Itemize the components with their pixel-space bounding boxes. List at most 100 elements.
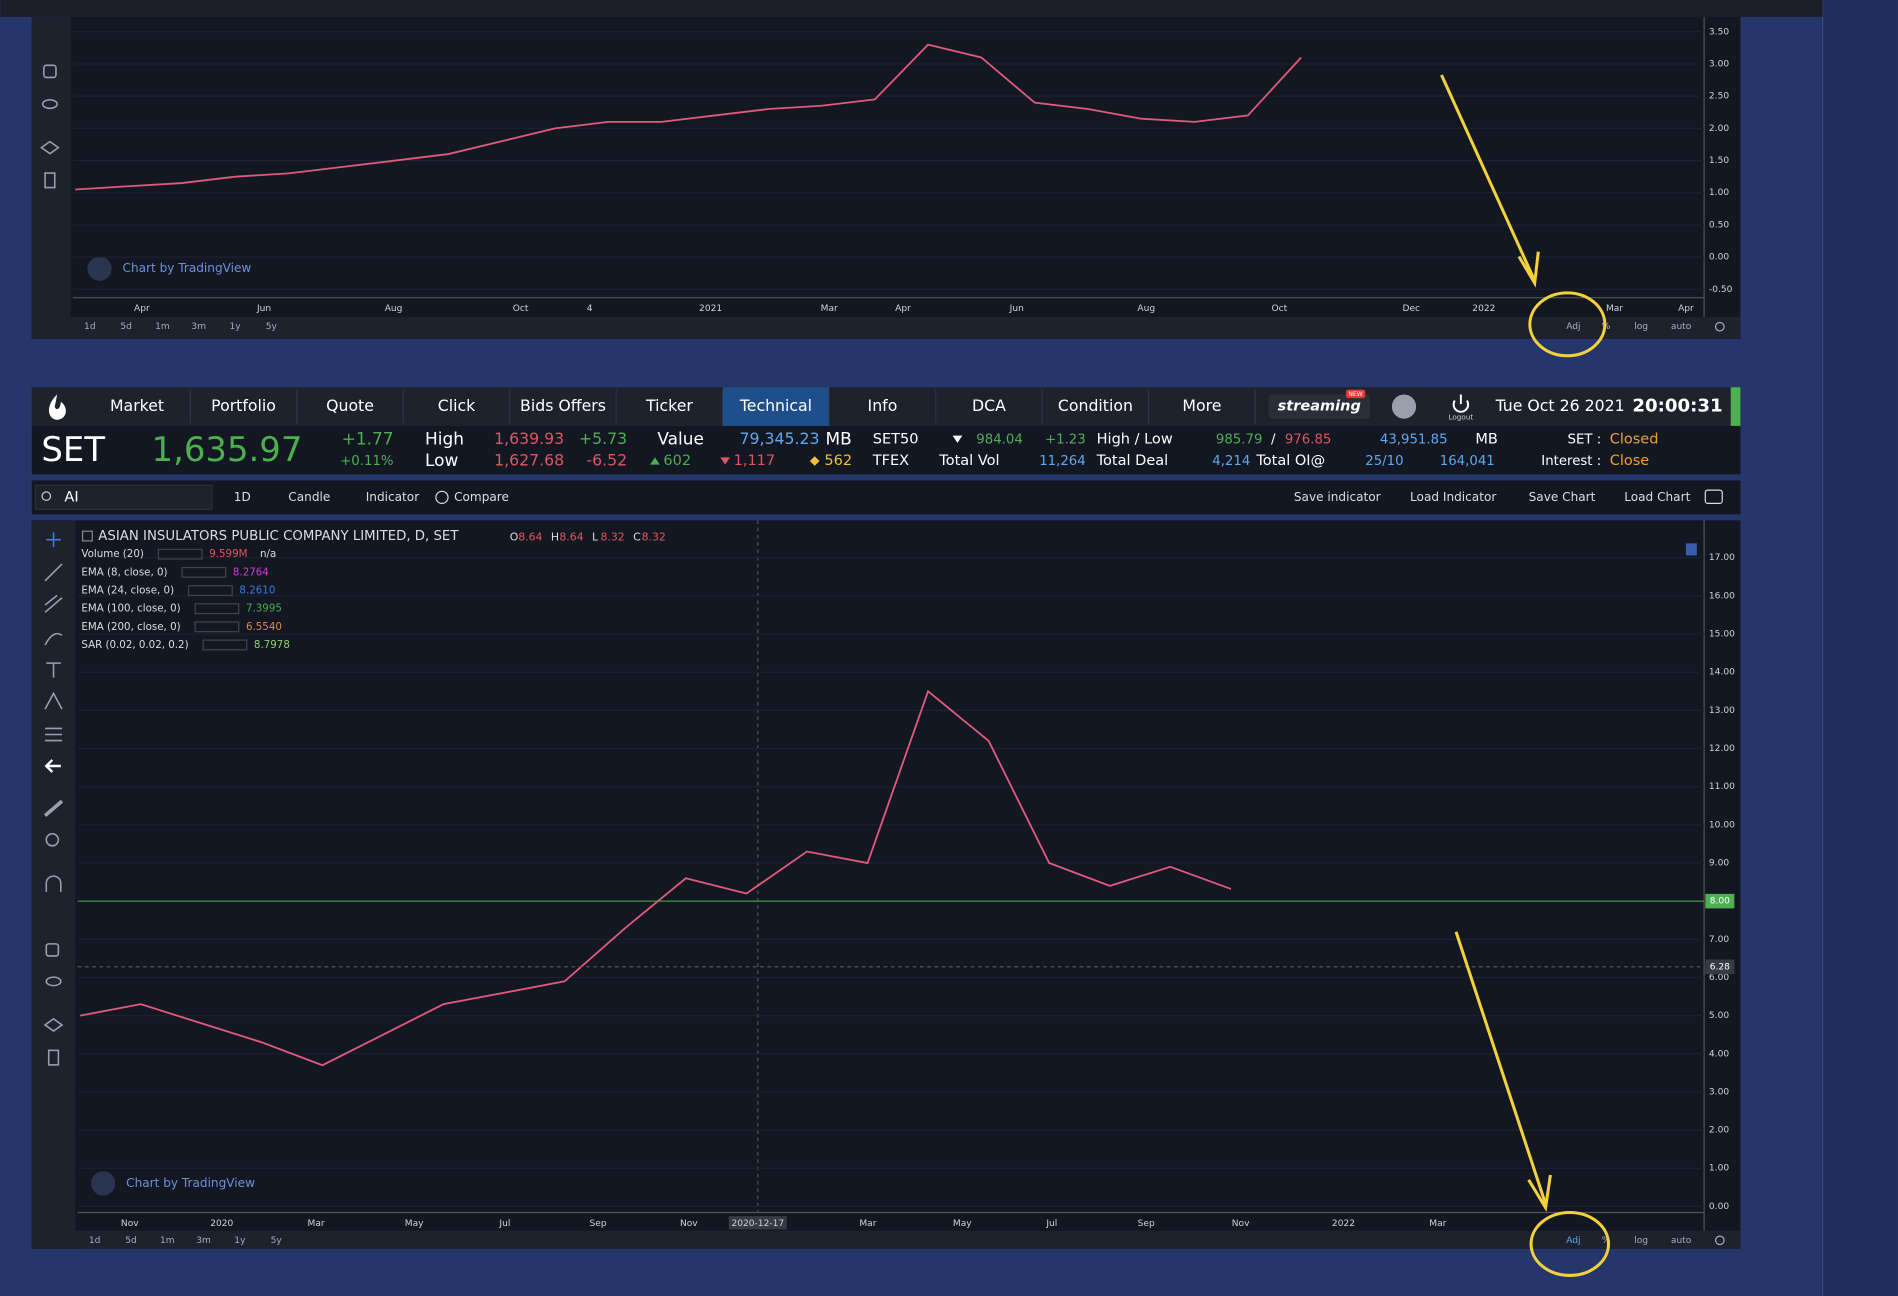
- option-button[interactable]: %: [1602, 322, 1611, 332]
- x-tick-label: Oct: [513, 304, 529, 314]
- label: Total Vol: [938, 453, 999, 469]
- option-button[interactable]: Adj: [1566, 1236, 1580, 1246]
- search-box[interactable]: [34, 484, 213, 511]
- range-button[interactable]: 5y: [271, 1236, 283, 1246]
- range-button[interactable]: 1y: [234, 1236, 246, 1246]
- indicator-controls[interactable]: [157, 548, 203, 560]
- save-indicator-btn[interactable]: Save indicator: [1294, 490, 1381, 504]
- nav-item[interactable]: Quote: [326, 396, 374, 415]
- x-tick-label: Mar: [859, 1219, 876, 1229]
- indicator-controls[interactable]: [188, 585, 233, 596]
- main-tool-icons: [43, 532, 64, 1066]
- icon: [44, 594, 63, 613]
- range-button[interactable]: 1y: [229, 322, 241, 332]
- down-icon: [720, 457, 730, 465]
- nav-item[interactable]: More: [1182, 396, 1221, 415]
- save-chart-btn[interactable]: Save Chart: [1529, 490, 1596, 504]
- nav-bar: [31, 387, 1741, 426]
- nav-item[interactable]: Technical: [739, 396, 812, 415]
- status-bar: [1730, 387, 1741, 426]
- indicator-value: 8.2610: [239, 585, 275, 597]
- dropdown[interactable]: [952, 435, 963, 443]
- tv-logo: [91, 1171, 116, 1196]
- y-tick-label: 2.00: [1709, 124, 1729, 134]
- label: SET50: [873, 431, 919, 447]
- nav-item[interactable]: Bids Offers: [520, 396, 606, 415]
- indicator-controls[interactable]: [181, 566, 227, 578]
- interval[interactable]: 1D: [234, 490, 251, 504]
- range-button[interactable]: 1m: [160, 1236, 175, 1246]
- x-tick-label: Jun: [256, 304, 271, 314]
- set50-value: 43,951.85: [1380, 432, 1448, 447]
- y-tick-label: 1.00: [1709, 188, 1729, 198]
- up-icon: [650, 457, 660, 465]
- x-tick-label: Aug: [1137, 304, 1155, 314]
- y-tick-label: 11.00: [1709, 782, 1735, 792]
- badge-text: NEW: [1348, 391, 1362, 398]
- nav-item[interactable]: Portfolio: [211, 396, 276, 415]
- indicator-controls[interactable]: [194, 603, 240, 615]
- watermark: Chart by TradingView: [126, 1176, 255, 1190]
- option-button[interactable]: %: [1602, 1236, 1611, 1246]
- highlight-circle: [1529, 1210, 1611, 1277]
- icon: [45, 976, 62, 987]
- compare-icon: [435, 490, 449, 504]
- load-indicator-btn[interactable]: Load Indicator: [1410, 490, 1496, 504]
- nav-item[interactable]: Condition: [1058, 396, 1133, 415]
- set50-low: 976.85: [1285, 432, 1332, 447]
- y-tick-label: 6.00: [1709, 973, 1729, 983]
- arrow-head: [1527, 1174, 1552, 1213]
- ohlc-key: C: [633, 530, 641, 543]
- set-status: Closed: [1610, 431, 1659, 447]
- nav-item[interactable]: Market: [110, 396, 164, 415]
- declines: 1,117: [734, 453, 776, 469]
- range-button[interactable]: 1d: [89, 1236, 101, 1246]
- x-tick-label: Sep: [590, 1219, 607, 1229]
- high-change: +5.73: [579, 429, 627, 448]
- collapse-box[interactable]: [81, 530, 93, 542]
- logout-text[interactable]: Logout: [1448, 412, 1473, 421]
- cursor-date-box: [728, 1216, 787, 1230]
- settings-icon[interactable]: [1714, 321, 1725, 332]
- nav-item[interactable]: Info: [868, 396, 898, 415]
- y-tick-label: 0.00: [1709, 253, 1729, 263]
- range-button[interactable]: 1d: [84, 322, 96, 332]
- range-button[interactable]: 5y: [266, 322, 278, 332]
- date: Tue Oct 26 2021: [1495, 396, 1625, 415]
- avatar[interactable]: [1391, 394, 1417, 419]
- range-button[interactable]: 1m: [155, 322, 170, 332]
- indicator-btn[interactable]: Indicator: [366, 490, 419, 504]
- settings-icon[interactable]: [1714, 1235, 1725, 1246]
- candle-btn[interactable]: Candle: [288, 490, 330, 504]
- compare-btn[interactable]: Compare: [454, 490, 509, 504]
- icon: [44, 759, 61, 773]
- change: +1.77: [342, 428, 394, 448]
- clock: 20:00:31: [1632, 396, 1722, 417]
- x-tick-label: Nov: [680, 1219, 698, 1229]
- logout-icon[interactable]: [1452, 394, 1470, 413]
- range-button[interactable]: 5d: [120, 322, 132, 332]
- chart-toolbar: [31, 480, 1741, 515]
- info-icon[interactable]: [1685, 543, 1697, 556]
- option-button[interactable]: log: [1634, 322, 1648, 332]
- range-button[interactable]: 3m: [191, 322, 206, 332]
- top-range-bar: [31, 317, 1741, 339]
- nav-item[interactable]: Ticker: [645, 396, 693, 415]
- range-button[interactable]: 5d: [125, 1236, 137, 1246]
- indicator-controls[interactable]: [194, 621, 240, 633]
- index-name: SET: [41, 430, 105, 469]
- range-button[interactable]: 3m: [196, 1236, 211, 1246]
- search-text[interactable]: AI: [64, 489, 78, 505]
- option-button[interactable]: Adj: [1566, 322, 1580, 332]
- nav-item[interactable]: Click: [438, 396, 476, 415]
- option-button[interactable]: auto: [1671, 1236, 1692, 1246]
- option-button[interactable]: auto: [1671, 322, 1692, 332]
- nav-item[interactable]: DCA: [972, 396, 1006, 415]
- indicator-value: 6.5540: [246, 621, 282, 633]
- option-button[interactable]: log: [1634, 1236, 1648, 1246]
- load-chart-btn[interactable]: Load Chart: [1624, 490, 1690, 504]
- price-line: [75, 43, 1302, 191]
- camera-icon[interactable]: [1704, 489, 1723, 504]
- indicator-controls[interactable]: [202, 639, 248, 651]
- label: SET :: [1568, 432, 1602, 447]
